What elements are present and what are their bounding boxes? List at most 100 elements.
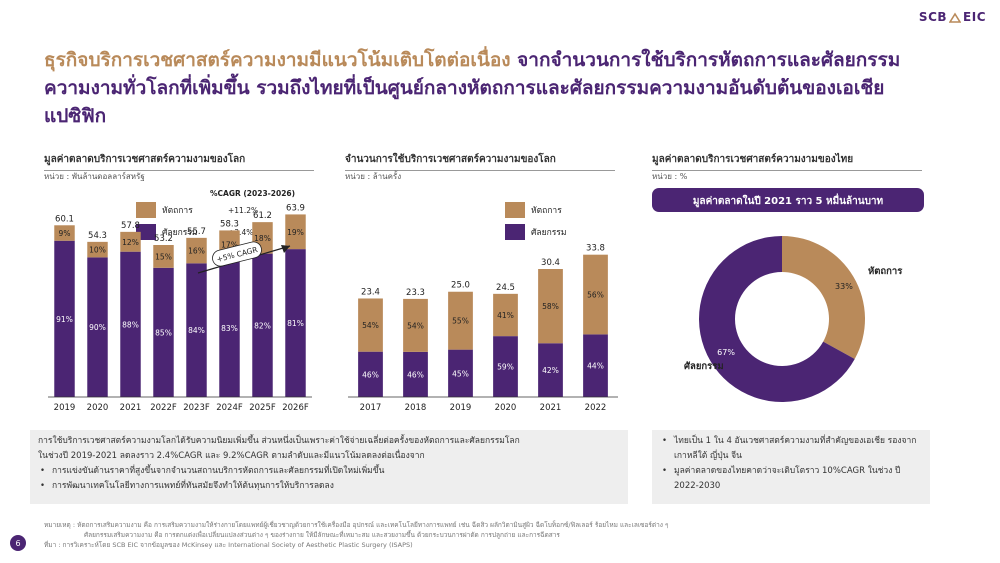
bar-segment-ศัลยกรรม bbox=[358, 351, 383, 397]
slice-name-label: หัตถการ bbox=[868, 266, 903, 277]
share-label: 17% bbox=[221, 241, 238, 250]
bar-segment-ศัลยกรรม bbox=[186, 263, 207, 397]
share-label: 84% bbox=[188, 326, 205, 335]
headline-highlight: ธุรกิจบริการเวชศาสตร์ความงามมีแนวโน้มเติ… bbox=[44, 49, 511, 71]
cagr-value: +3.4% bbox=[228, 228, 253, 237]
share-label: 9% bbox=[59, 229, 71, 238]
x-tick-label: 2021 bbox=[540, 403, 562, 413]
footnote-line: ศัลยกรรมเสริมความงาม คือ การตกแต่งเพื่อเ… bbox=[84, 531, 560, 539]
market-banner-text: มูลค่าตลาดในปี 2021 ราว 5 หมื่นล้านบาท bbox=[693, 193, 884, 208]
x-tick-label: 2024F bbox=[216, 403, 243, 413]
bar-segment-หัตถการ bbox=[120, 231, 141, 252]
x-tick-label: 2021 bbox=[120, 403, 142, 413]
total-label: 54.3 bbox=[88, 231, 107, 241]
total-label: 55.7 bbox=[187, 227, 206, 237]
house-icon bbox=[949, 11, 962, 23]
total-label: 60.1 bbox=[55, 214, 74, 224]
x-tick-label: 2023F bbox=[183, 403, 210, 413]
cagr-badge bbox=[212, 241, 262, 267]
share-label: 91% bbox=[56, 315, 73, 324]
x-tick-label: 2019 bbox=[54, 403, 76, 413]
chart3-unit: หน่วย : % bbox=[652, 172, 688, 181]
total-label: 25.0 bbox=[451, 281, 470, 291]
share-label: 46% bbox=[407, 370, 424, 379]
notes-left: การใช้บริการเวชศาสตร์ความงามโลกได้รับควา… bbox=[30, 430, 628, 504]
slice-name-label: ศัลยกรรม bbox=[684, 361, 724, 372]
bar-segment-หัตถการ bbox=[87, 241, 108, 258]
share-label: 19% bbox=[287, 228, 304, 237]
slice-value-label: 67% bbox=[717, 348, 735, 357]
total-label: 33.8 bbox=[586, 244, 605, 254]
slice-value-label: 33% bbox=[835, 282, 853, 291]
global-market-chart: %CAGR (2023-2026) หัตถการ +11.2% ศัลยกรรม +3… bbox=[48, 189, 312, 413]
share-label: 45% bbox=[452, 369, 469, 378]
notes-right-bullet: ไทยเป็น 1 ใน 4 อันเวชศาสตร์ความงามที่สำค… bbox=[660, 434, 922, 464]
chart3-title: มูลค่าตลาดบริการเวชศาสตร์ความงามของไทย bbox=[652, 152, 922, 171]
page-headline: ธุรกิจบริการเวชศาสตร์ความงามมีแนวโน้มเติ… bbox=[44, 46, 944, 130]
x-tick-label: 2017 bbox=[360, 403, 382, 413]
page-number: 6 bbox=[10, 535, 26, 551]
total-label: 23.3 bbox=[406, 288, 425, 298]
share-label: 42% bbox=[542, 366, 559, 375]
total-label: 61.2 bbox=[253, 211, 272, 221]
x-tick-label: 2020 bbox=[495, 403, 517, 413]
footnote-source: ที่มา : การวิเคราะห์โดย SCB EIC จากข้อมู… bbox=[44, 541, 413, 549]
share-label: 15% bbox=[155, 252, 172, 261]
pie-slice-หัตถการ bbox=[782, 236, 865, 359]
footnote-definitions: หมายเหตุ : หัตถการเสริมความงาม คือ การเส… bbox=[44, 520, 984, 550]
notes-left-line2: ในช่วงปี 2019-2021 ลดลงราว 2.4%CAGR และ … bbox=[38, 451, 425, 461]
share-label: 58% bbox=[542, 302, 559, 311]
total-label: 24.5 bbox=[496, 283, 515, 293]
bar-segment-ศัลยกรรม bbox=[219, 258, 240, 397]
bar-segment-ศัลยกรรม bbox=[448, 349, 473, 397]
bar-segment-ศัลยกรรม bbox=[87, 257, 108, 397]
share-label: 44% bbox=[587, 362, 604, 371]
bar-segment-หัตถการ bbox=[54, 225, 75, 241]
bar-segment-ศัลยกรรม bbox=[583, 334, 608, 397]
bar-segment-ศัลยกรรม bbox=[285, 249, 306, 397]
bar-segment-หัตถการ bbox=[153, 245, 174, 268]
share-label: 54% bbox=[407, 321, 424, 330]
share-label: 88% bbox=[122, 320, 139, 329]
legend-label: หัตถการ bbox=[531, 206, 562, 216]
legend-swatch bbox=[136, 202, 156, 218]
share-label: 85% bbox=[155, 328, 172, 337]
cagr-value: +11.2% bbox=[228, 206, 258, 215]
share-label: 59% bbox=[497, 363, 514, 372]
share-label: 46% bbox=[362, 370, 379, 379]
share-label: 90% bbox=[89, 323, 106, 332]
notes-left-line1: การใช้บริการเวชศาสตร์ความงามโลกได้รับควา… bbox=[38, 436, 520, 446]
bar-segment-หัตถการ bbox=[403, 298, 428, 352]
x-tick-label: 2019 bbox=[450, 403, 472, 413]
notes-left-bullet: การพัฒนาเทคโนโลยีทางการแพทย์ที่ทันสมัยจึ… bbox=[38, 479, 620, 494]
share-label: 56% bbox=[587, 291, 604, 300]
legend-label: ศัลยกรรม bbox=[531, 228, 566, 238]
total-label: 30.4 bbox=[541, 258, 560, 268]
bar-segment-หัตถการ bbox=[285, 214, 306, 250]
chart2-unit: หน่วย : ล้านครั้ง bbox=[345, 172, 402, 181]
share-label: 18% bbox=[254, 234, 271, 243]
total-label: 63.9 bbox=[286, 203, 305, 213]
bar-segment-หัตถการ bbox=[358, 298, 383, 352]
x-tick-label: 2025F bbox=[249, 403, 276, 413]
x-tick-label: 2020 bbox=[87, 403, 109, 413]
notes-left-bullet: การแข่งขันด้านราคาที่สูงขึ้นจากจำนวนสถาน… bbox=[38, 464, 620, 479]
bar-segment-ศัลยกรรม bbox=[538, 343, 563, 397]
thai-market-chart: มูลค่าตลาดในปี 2021 ราว 5 หมื่นล้านบาท 3… bbox=[652, 188, 924, 402]
bar-segment-ศัลยกรรม bbox=[54, 240, 75, 397]
logo-text-right: EIC bbox=[963, 10, 986, 24]
cagr-title: %CAGR (2023-2026) bbox=[210, 189, 295, 198]
share-label: 55% bbox=[452, 317, 469, 326]
share-label: 54% bbox=[362, 321, 379, 330]
x-tick-label: 2022 bbox=[585, 403, 607, 413]
total-label: 53.2 bbox=[154, 234, 173, 244]
notes-right-bullet: มูลค่าตลาดของไทยคาดว่าจะเติบโตราว 10%CAG… bbox=[660, 464, 922, 494]
arrow-head-icon bbox=[281, 245, 290, 253]
bar-segment-ศัลยกรรม bbox=[493, 336, 518, 397]
share-label: 81% bbox=[287, 319, 304, 328]
pie-slice-ศัลยกรรม bbox=[699, 236, 855, 402]
bar-segment-หัตถการ bbox=[538, 269, 563, 344]
headline-rest: จากจำนวนการใช้บริการหัตถการและศัลยกรรมคว… bbox=[44, 49, 901, 127]
bar-segment-ศัลยกรรม bbox=[252, 253, 273, 397]
